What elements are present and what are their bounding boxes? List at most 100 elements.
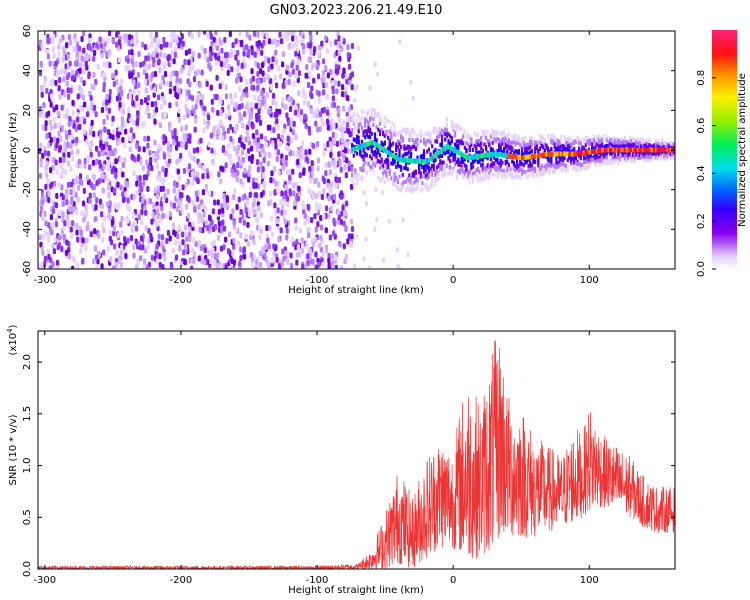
- spectrogram-cell: [422, 170, 426, 175]
- spectrogram-cell: [353, 97, 357, 103]
- spectrogram-cell: [55, 71, 59, 78]
- spectrogram-cell: [44, 125, 48, 132]
- spectrogram-cell: [123, 236, 127, 243]
- spectrogram-cell: [314, 226, 318, 233]
- spectrogram-cell: [636, 153, 640, 158]
- spectrogram-cell: [271, 99, 275, 106]
- spectrogram-cell: [357, 129, 360, 134]
- snr-background: [38, 331, 675, 569]
- spectrogram-cell: [132, 88, 136, 95]
- spectrogram-cell: [370, 156, 373, 161]
- spectrogram-cell: [382, 142, 385, 147]
- spectrogram-cell: [336, 208, 340, 215]
- y-tick-label: 0: [22, 147, 33, 153]
- spectrogram-ridge-cell: [605, 147, 609, 153]
- spectrogram-cell: [209, 55, 213, 62]
- spectrogram-ridge-cell: [643, 147, 646, 153]
- spectrogram-cell: [197, 203, 201, 210]
- spectrogram-cell: [223, 52, 228, 59]
- spectrogram-cell: [308, 71, 312, 78]
- spectrogram-cell: [57, 146, 62, 153]
- spectrogram-cell: [299, 162, 303, 169]
- spectrogram-cell: [43, 260, 47, 267]
- spectrogram-cell: [191, 199, 195, 206]
- spectrogram-cell: [636, 141, 640, 146]
- spectrogram-cell: [81, 237, 85, 244]
- spectrogram-cell: [102, 118, 106, 125]
- spectrogram-cell: [67, 253, 71, 260]
- spectrogram-cell: [658, 152, 661, 157]
- spectrogram-cell: [256, 137, 260, 144]
- spectrogram-cell: [651, 144, 654, 149]
- spectrogram-cell: [79, 179, 84, 186]
- spectrogram-cell: [300, 31, 304, 38]
- spectrogram-cell: [223, 36, 227, 43]
- spectrogram-cell: [181, 239, 185, 246]
- spectrogram-cell: [421, 165, 424, 170]
- spectrogram-cell: [663, 144, 666, 149]
- spectrogram-ridge-cell: [581, 150, 584, 156]
- spectrogram-cell: [274, 49, 278, 56]
- spectrogram-cell: [322, 142, 327, 149]
- spectrogram-cell: [357, 122, 360, 127]
- spectrogram-cell: [312, 111, 316, 118]
- colorbar-label: Normalized spectral amplitude: [737, 73, 748, 227]
- spectrogram-cell: [586, 136, 589, 141]
- spectrogram-cell: [460, 126, 463, 131]
- spectrogram-cell: [311, 241, 316, 248]
- spectrogram-cell: [162, 134, 166, 141]
- spectrogram-cell: [638, 156, 641, 161]
- spectrogram-cell: [416, 155, 419, 160]
- spectrogram-cell: [475, 139, 478, 144]
- spectrogram-ridge-cell: [352, 146, 356, 152]
- spectrogram-cell: [163, 212, 168, 219]
- spectrogram-cell: [280, 204, 285, 211]
- spectrogram-cell: [537, 160, 540, 165]
- spectrogram-cell: [395, 152, 398, 157]
- spectrogram-cell: [612, 154, 615, 159]
- spectrogram-ridge-cell: [359, 144, 362, 150]
- spectrogram-cell: [579, 165, 582, 170]
- spectrogram-cell: [661, 155, 664, 160]
- spectrogram-cell: [244, 44, 249, 51]
- spectrogram-cell: [338, 55, 342, 62]
- spectrogram-cell: [395, 184, 398, 189]
- spectrogram-cell: [281, 51, 285, 58]
- spectrogram-cell: [39, 161, 43, 168]
- spectrogram-cell: [524, 135, 527, 140]
- spectrogram-cell: [373, 61, 377, 67]
- spectrogram-cell: [599, 158, 602, 163]
- spectrogram-cell: [565, 137, 568, 142]
- spectrogram-cell: [318, 111, 323, 118]
- spectrogram-cell: [594, 156, 597, 161]
- spectrogram-cell: [471, 176, 475, 181]
- spectrogram-cell: [257, 108, 261, 115]
- spectrogram-cell: [46, 38, 51, 45]
- spectrogram-cell: [270, 170, 274, 177]
- spectrogram-cell: [321, 70, 326, 77]
- spectrogram-cell: [283, 104, 287, 111]
- spectrogram-cell: [347, 160, 351, 167]
- spectrogram-cell: [153, 187, 157, 194]
- spectrogram-cell: [352, 112, 355, 117]
- spectrogram-cell: [491, 172, 494, 177]
- spectrogram-cell: [162, 153, 167, 160]
- spectrogram-cell: [144, 55, 148, 62]
- spectrogram-cell: [413, 131, 416, 136]
- spectrogram-cell: [431, 163, 434, 168]
- spectrogram-cell: [287, 145, 291, 152]
- spectrogram-cell: [354, 168, 357, 173]
- spectrogram-cell: [117, 257, 121, 264]
- spectrogram-cell: [663, 154, 666, 159]
- spectrogram-cell: [192, 221, 196, 228]
- spectrogram-cell: [40, 108, 44, 115]
- spectrogram-ridge-cell: [584, 150, 588, 156]
- spectrogram-cell: [618, 142, 622, 147]
- spectrogram-cell: [308, 165, 312, 172]
- spectrogram-cell: [272, 126, 276, 133]
- spectrogram-cell: [257, 142, 261, 149]
- spectrogram-cell: [119, 262, 123, 269]
- spectrogram-cell: [483, 142, 486, 147]
- spectrogram-cell: [275, 117, 279, 124]
- spectrogram-cell: [467, 158, 470, 163]
